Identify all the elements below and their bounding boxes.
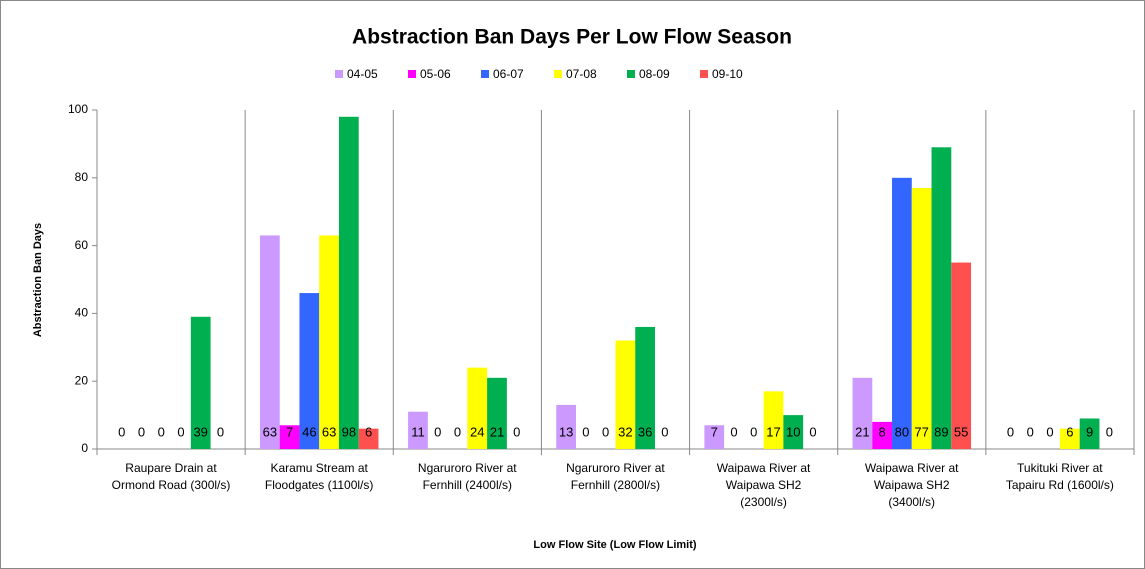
- data-label: 0: [118, 424, 125, 439]
- bar: [556, 404, 576, 449]
- data-label: 77: [914, 424, 928, 439]
- bar: [1079, 418, 1100, 449]
- data-label: 55: [954, 424, 968, 439]
- data-label: 24: [470, 424, 484, 439]
- data-label: 80: [895, 424, 909, 439]
- x-tick-label: Ngaruroro River at Fernhill (2400l/s): [417, 461, 517, 492]
- data-label: 63: [322, 424, 336, 439]
- data-label: 7: [286, 424, 293, 439]
- y-tick-label: 0: [81, 441, 88, 455]
- legend-label: 08-09: [639, 67, 670, 81]
- legend-label: 09-10: [712, 67, 743, 81]
- x-tick-label: Waipawa River at Waipawa SH2 (3400l/s): [864, 461, 959, 509]
- data-label: 0: [1106, 424, 1113, 439]
- data-label: 0: [582, 424, 589, 439]
- bar: [338, 116, 359, 449]
- bar: [319, 235, 339, 449]
- data-label: 0: [1007, 424, 1014, 439]
- bar: [615, 340, 636, 449]
- bar: [931, 147, 952, 450]
- data-label: 0: [138, 424, 145, 439]
- data-label: 0: [434, 424, 441, 439]
- data-label: 13: [559, 424, 573, 439]
- data-label: 0: [730, 424, 737, 439]
- bar: [704, 425, 725, 449]
- bar: [872, 421, 893, 449]
- legend-label: 05-06: [420, 67, 451, 81]
- x-tick-label: Ngaruroro River at Fernhill (2800l/s): [566, 461, 665, 492]
- legend-swatch: [335, 70, 343, 78]
- y-tick-label: 80: [75, 170, 89, 184]
- legend-swatch: [481, 70, 489, 78]
- bar: [487, 377, 507, 449]
- data-label: 0: [217, 424, 224, 439]
- bar: [259, 235, 280, 449]
- bar: [467, 367, 488, 449]
- data-label: 46: [302, 424, 316, 439]
- bar: [892, 177, 912, 450]
- y-tick-label: 40: [75, 306, 89, 320]
- bar: [635, 326, 656, 449]
- legend-swatch: [700, 70, 708, 78]
- data-label: 10: [786, 424, 800, 439]
- data-label: 32: [618, 424, 632, 439]
- data-label: 36: [638, 424, 652, 439]
- y-axis-title: Abstraction Ban Days: [32, 223, 44, 337]
- data-label: 21: [490, 424, 504, 439]
- legend-label: 04-05: [347, 67, 378, 81]
- data-label: 6: [1066, 424, 1073, 439]
- data-label: 0: [513, 424, 520, 439]
- data-label: 7: [711, 424, 718, 439]
- data-label: 0: [661, 424, 668, 439]
- data-label: 89: [934, 424, 948, 439]
- bar: [852, 377, 873, 449]
- bar: [279, 425, 300, 449]
- bar: [358, 428, 379, 449]
- legend-swatch: [554, 70, 562, 78]
- x-tick-label: Tukituki River at Tapairu Rd (1600l/s): [1005, 461, 1114, 492]
- legend-swatch: [408, 70, 416, 78]
- bar: [763, 391, 784, 449]
- bar: [783, 415, 804, 449]
- legend-label: 07-08: [566, 67, 597, 81]
- bar: [951, 262, 972, 449]
- data-label: 0: [158, 424, 165, 439]
- y-tick-label: 20: [75, 373, 89, 387]
- data-label: 8: [879, 424, 886, 439]
- y-tick-label: 100: [68, 102, 88, 116]
- legend-swatch: [627, 70, 635, 78]
- data-label: 0: [177, 424, 184, 439]
- data-label: 0: [1027, 424, 1034, 439]
- data-label: 0: [1046, 424, 1053, 439]
- bar: [1059, 428, 1080, 449]
- data-label: 63: [263, 424, 277, 439]
- x-axis-title: Low Flow Site (Low Flow Limit): [533, 539, 696, 551]
- data-label: 98: [342, 424, 356, 439]
- data-label: 39: [193, 424, 207, 439]
- legend-label: 06-07: [493, 67, 524, 81]
- bar: [299, 293, 320, 449]
- data-label: 9: [1086, 424, 1093, 439]
- data-label: 17: [766, 424, 780, 439]
- bar: [911, 187, 932, 449]
- data-label: 0: [750, 424, 757, 439]
- data-label: 6: [365, 424, 372, 439]
- chart-title: Abstraction Ban Days Per Low Flow Season: [352, 26, 792, 49]
- x-tick-label: Raupare Drain at Ormond Road (300l/s): [111, 461, 231, 492]
- x-tick-label: Waipawa River at Waipawa SH2 (2300l/s): [716, 461, 811, 509]
- bar: [408, 411, 428, 449]
- x-tick-label: Karamu Stream at Floodgates (1100l/s): [264, 461, 374, 492]
- data-label: 21: [855, 424, 869, 439]
- data-label: 0: [454, 424, 461, 439]
- bar: [190, 316, 211, 449]
- data-label: 0: [602, 424, 609, 439]
- data-label: 0: [809, 424, 816, 439]
- data-label: 11: [411, 424, 425, 439]
- y-tick-label: 60: [75, 238, 89, 252]
